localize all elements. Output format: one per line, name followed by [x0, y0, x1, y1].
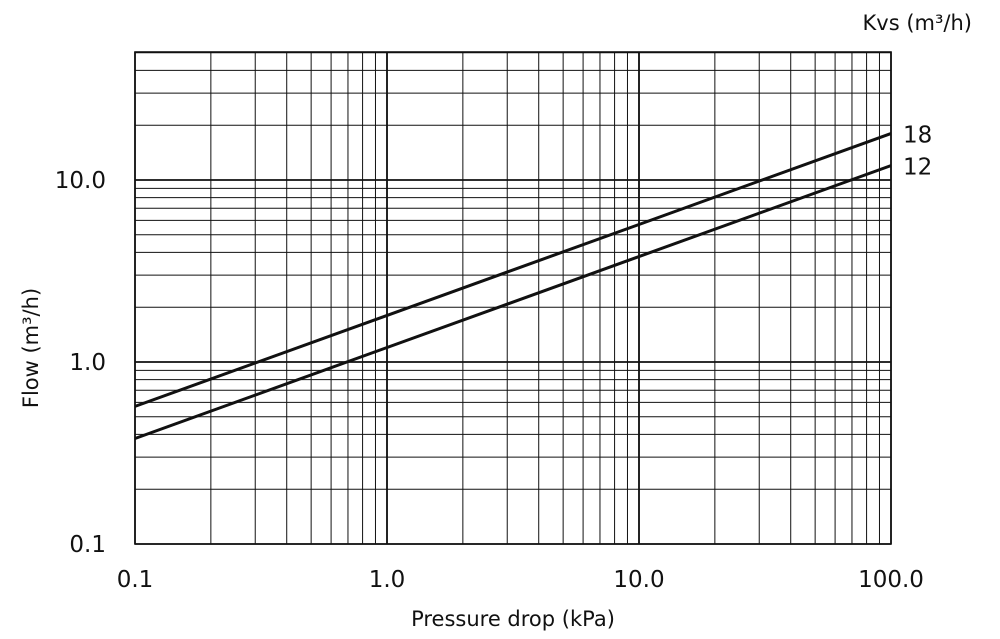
series-header: Kvs (m³/h) [863, 11, 972, 35]
series-line-kvs-12 [134, 164, 892, 440]
x-tick-label: 10.0 [613, 567, 664, 593]
y-tick-labels: 0.1 1.0 10.0 [55, 168, 106, 558]
x-tick-label: 1.0 [369, 567, 406, 593]
series-line-kvs-18 [134, 132, 892, 408]
x-tick-labels: 0.1 1.0 10.0 100.0 [117, 567, 924, 593]
y-axis-title: Flow (m³/h) [19, 288, 43, 408]
plot-frame [134, 51, 892, 545]
series-label-kvs-18: 18 [903, 123, 932, 149]
x-tick-label: 100.0 [858, 567, 924, 593]
x-axis-title: Pressure drop (kPa) [411, 607, 615, 631]
x-tick-label: 0.1 [117, 567, 154, 593]
y-tick-label: 0.1 [69, 532, 106, 558]
y-tick-label: 1.0 [69, 350, 106, 376]
grid [134, 52, 892, 545]
series-label-kvs-12: 12 [903, 155, 932, 181]
y-tick-label: 10.0 [55, 168, 106, 194]
series-lines [134, 132, 892, 440]
